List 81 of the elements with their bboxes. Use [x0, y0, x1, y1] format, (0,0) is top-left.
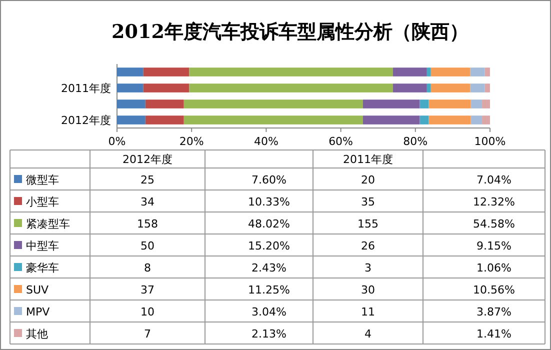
- bar: [426, 68, 431, 76]
- bar: [145, 116, 184, 124]
- text: 2.43%: [252, 262, 286, 274]
- legend-label: 微型车: [26, 174, 59, 186]
- text: 9.15%: [476, 240, 512, 252]
- text: 34: [140, 196, 154, 208]
- bar: [428, 116, 471, 124]
- bar: [392, 68, 427, 76]
- text: 7.60%: [252, 174, 286, 186]
- bar: [392, 84, 427, 92]
- bar: [428, 100, 471, 108]
- text: 7: [144, 328, 151, 340]
- text: 37: [140, 284, 154, 296]
- text: 15.20%: [248, 240, 290, 252]
- bar: [189, 84, 393, 92]
- text: 2.13%: [252, 328, 286, 340]
- text: 2011年度: [343, 153, 393, 166]
- text: 3.04%: [252, 306, 286, 318]
- text: 20: [361, 174, 375, 186]
- text: 12.32%: [473, 196, 515, 208]
- bar: [484, 68, 490, 76]
- legend-label: 小型车: [26, 196, 59, 208]
- bar: [143, 84, 190, 92]
- text: 1.41%: [476, 328, 512, 340]
- bar: [145, 100, 184, 108]
- bar: [484, 84, 490, 92]
- bar: [470, 84, 485, 92]
- bar: [117, 68, 144, 76]
- bar: [470, 100, 482, 108]
- x-tick-label: 40%: [254, 135, 278, 148]
- x-tick-label: 80%: [403, 135, 428, 148]
- bar: [362, 100, 420, 108]
- text: 7.04%: [476, 174, 512, 186]
- text: 35: [361, 196, 375, 208]
- legend-label: SUV: [26, 284, 50, 296]
- text: 10.33%: [248, 196, 290, 208]
- bar: [189, 68, 393, 76]
- chart-title: 2012年度汽车投诉车型属性分析（陕西）: [112, 21, 468, 43]
- legend-label: 中型车: [26, 240, 59, 252]
- bar: [362, 116, 420, 124]
- text: 3.87%: [476, 306, 512, 318]
- bar: [470, 116, 482, 124]
- text: 54.58%: [473, 218, 515, 230]
- bar: [117, 84, 144, 92]
- bar: [117, 116, 146, 124]
- text: 11: [361, 306, 375, 318]
- text: 10: [140, 306, 154, 318]
- x-tick-label: 100%: [474, 135, 506, 148]
- text: 1.06%: [476, 262, 512, 274]
- text: 10.56%: [473, 284, 515, 296]
- bar: [470, 68, 485, 76]
- text: 30: [361, 284, 375, 296]
- bar: [420, 116, 429, 124]
- bar: [117, 100, 146, 108]
- bar: [184, 100, 363, 108]
- bar: [420, 100, 429, 108]
- bar: [184, 116, 363, 124]
- legend-label: MPV: [26, 306, 50, 318]
- bar: [482, 116, 490, 124]
- text: 50: [140, 240, 154, 252]
- x-tick-label: 60%: [328, 135, 354, 148]
- legend-label: 豪华车: [26, 262, 59, 274]
- legend-label: 其他: [26, 328, 48, 340]
- bar: [430, 84, 470, 92]
- text: 25: [140, 174, 154, 186]
- text: 3: [364, 262, 372, 274]
- bar: [430, 68, 470, 76]
- bar: [143, 68, 190, 76]
- bar: [482, 100, 490, 108]
- text: 158: [137, 218, 158, 230]
- text: 4: [364, 328, 372, 340]
- text: 2012年度: [122, 153, 172, 166]
- text: 155: [358, 218, 378, 230]
- text: 11.25%: [248, 284, 290, 296]
- bar: [426, 84, 431, 92]
- text: 8: [144, 262, 151, 274]
- x-tick-label: 20%: [179, 135, 204, 148]
- text: 48.02%: [248, 218, 290, 230]
- legend-label: 紧凑型车: [26, 218, 70, 230]
- x-tick-label: 0%: [108, 135, 126, 148]
- text: 26: [361, 240, 375, 252]
